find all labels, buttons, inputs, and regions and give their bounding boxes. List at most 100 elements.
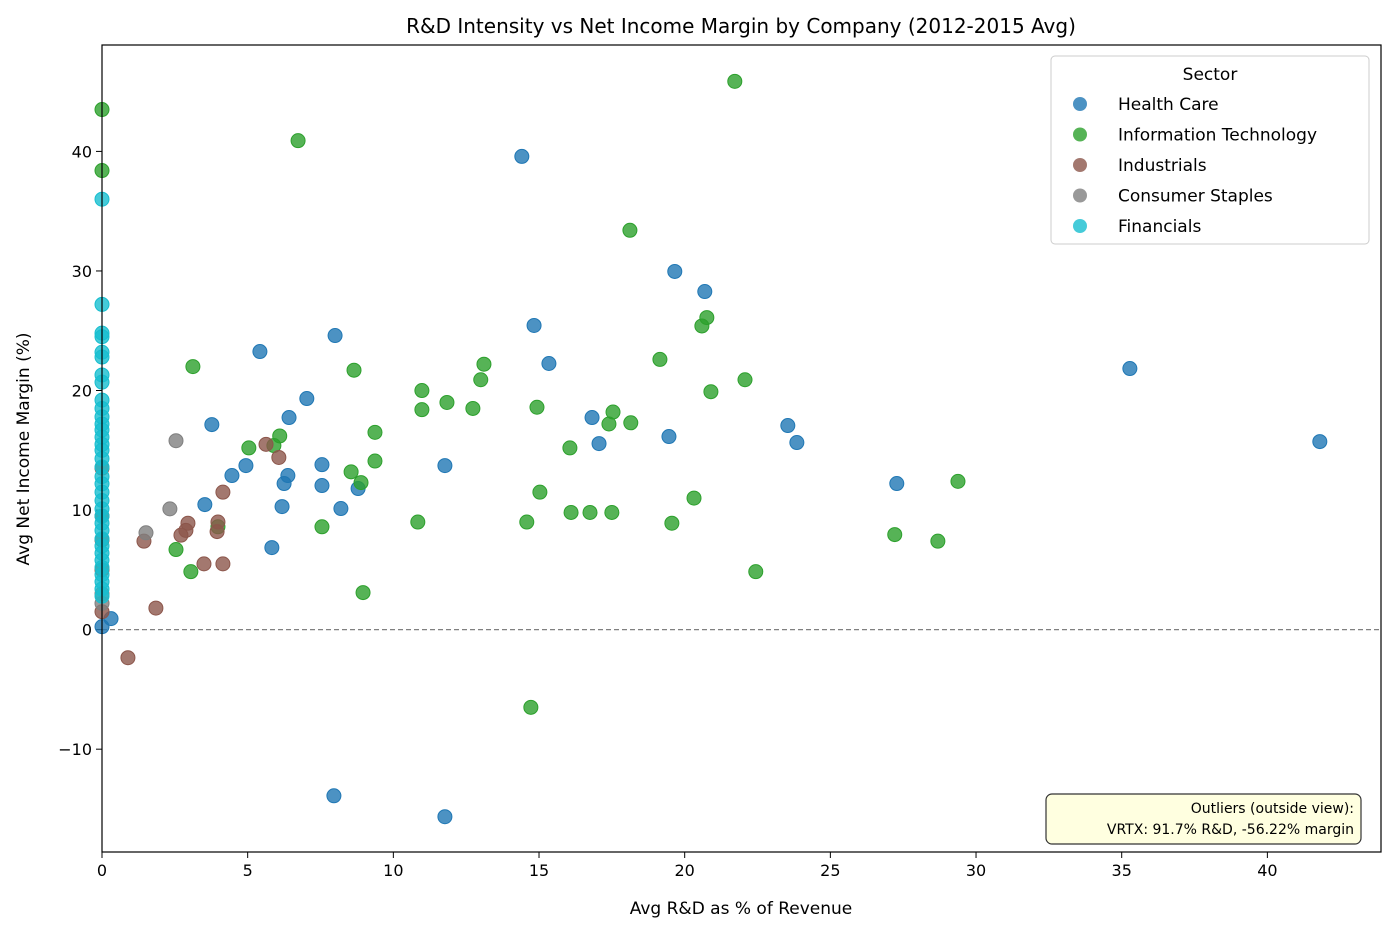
point-health-care: [197, 497, 213, 513]
legend-label-financials: Financials: [1118, 217, 1201, 237]
point-information-technology: [414, 383, 430, 399]
point-information-technology: [694, 318, 710, 334]
point-health-care: [780, 418, 796, 434]
point-information-technology: [562, 440, 578, 456]
y-tick-label: 10: [72, 501, 92, 520]
point-health-care: [314, 457, 330, 473]
point-information-technology: [241, 440, 257, 456]
point-health-care: [437, 809, 453, 825]
point-health-care: [333, 501, 349, 517]
point-health-care: [1122, 361, 1138, 377]
point-information-technology: [367, 424, 383, 440]
point-information-technology: [465, 400, 481, 416]
point-health-care: [526, 317, 542, 333]
point-information-technology: [563, 504, 579, 520]
point-industrials: [196, 556, 212, 572]
point-health-care: [314, 478, 330, 494]
x-axis-label: Avg R&D as % of Revenue: [630, 899, 853, 919]
point-information-technology: [748, 564, 764, 580]
point-health-care: [437, 458, 453, 474]
point-information-technology: [519, 514, 535, 530]
chart-title: R&D Intensity vs Net Income Margin by Co…: [406, 14, 1076, 38]
point-industrials: [209, 524, 225, 540]
annotation-line-2: VRTX: 91.7% R&D, -56.22% margin: [1107, 822, 1354, 838]
x-tick-label: 25: [820, 861, 840, 880]
y-tick-label: 40: [72, 142, 92, 161]
x-tick-label: 0: [97, 861, 107, 880]
point-information-technology: [664, 515, 680, 531]
point-industrials: [148, 600, 164, 616]
legend-box: [1050, 55, 1370, 245]
point-health-care: [591, 436, 607, 452]
y-tick-label: 20: [72, 382, 92, 401]
point-consumer-staples: [162, 501, 178, 517]
point-information-technology: [367, 453, 383, 469]
point-health-care: [264, 540, 280, 556]
point-information-technology: [355, 585, 371, 601]
point-consumer-staples: [168, 433, 184, 449]
point-information-technology: [887, 527, 903, 543]
point-health-care: [276, 476, 292, 492]
point-information-technology: [652, 351, 668, 367]
y-tick-label: −10: [58, 740, 92, 759]
plot-frame: [101, 44, 1382, 853]
legend-label-health-care: Health Care: [1118, 95, 1219, 115]
annotation-line-1: Outliers (outside view):: [1191, 801, 1354, 817]
legend-marker-financials: [1073, 219, 1087, 233]
point-health-care: [667, 263, 683, 279]
point-health-care: [224, 468, 240, 484]
legend-label-industrials: Industrials: [1118, 156, 1207, 176]
point-information-technology: [314, 519, 330, 535]
x-tick-label: 10: [383, 861, 403, 880]
point-information-technology: [183, 564, 199, 580]
legend-marker-consumer-staples: [1073, 188, 1087, 203]
point-information-technology: [686, 490, 702, 506]
point-industrials: [215, 556, 231, 572]
point-information-technology: [343, 464, 359, 480]
point-information-technology: [622, 222, 638, 238]
legend-label-information-technology: Information Technology: [1118, 126, 1317, 146]
point-information-technology: [410, 514, 426, 530]
point-information-technology: [703, 384, 719, 400]
y-tick-label: 0: [82, 621, 92, 640]
point-information-technology: [414, 402, 430, 418]
annotation-background: [1045, 793, 1362, 845]
legend-title: Sector: [1183, 65, 1238, 85]
point-information-technology: [529, 399, 545, 415]
point-industrials: [173, 527, 189, 543]
point-information-technology: [582, 504, 598, 520]
point-information-technology: [623, 415, 639, 431]
legend-marker-health-care: [1073, 97, 1087, 111]
y-tick-label: 30: [72, 262, 92, 281]
annotation-box: Outliers (outside view): VRTX: 91.7% R&D…: [1045, 793, 1362, 845]
point-information-technology: [930, 533, 946, 549]
point-health-care: [541, 355, 557, 371]
point-health-care: [326, 788, 342, 804]
legend-marker-industrials: [1073, 158, 1087, 172]
point-health-care: [204, 417, 220, 433]
x-tick-label: 30: [966, 861, 986, 880]
point-health-care: [584, 410, 600, 426]
point-information-technology: [601, 416, 617, 432]
point-health-care: [299, 391, 315, 407]
point-information-technology: [950, 473, 966, 489]
x-tick-label: 15: [529, 861, 549, 880]
legend-marker-information-technology: [1073, 127, 1087, 142]
legend: Sector Health Care Information Technology…: [1050, 55, 1370, 245]
point-industrials: [258, 436, 274, 452]
point-information-technology: [476, 356, 492, 372]
point-health-care: [274, 499, 290, 515]
x-tick-label: 5: [243, 861, 253, 880]
point-industrials: [120, 650, 136, 666]
point-information-technology: [532, 484, 548, 500]
y-axis-label: Avg Net Income Margin (%): [14, 333, 34, 566]
point-information-technology: [346, 362, 362, 378]
point-health-care: [238, 458, 254, 474]
point-health-care: [789, 435, 805, 451]
point-industrials: [271, 449, 287, 465]
legend-label-consumer-staples: Consumer Staples: [1118, 187, 1273, 207]
point-health-care: [697, 284, 713, 300]
point-industrials: [215, 484, 231, 500]
